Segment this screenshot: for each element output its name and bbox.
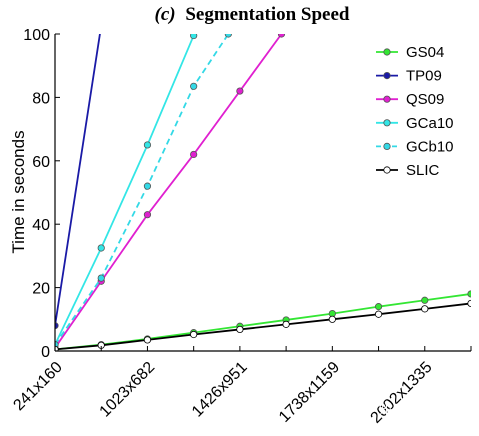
x-tick-label: 1023x682	[97, 359, 159, 421]
x-tick-label: 1426x951	[189, 359, 251, 421]
series-line-qs09	[55, 34, 283, 349]
series-point-qs09	[190, 150, 198, 159]
series-point-gcb10	[224, 34, 232, 38]
y-tick-label: 80	[32, 90, 50, 107]
legend-marker-gca10	[383, 119, 391, 127]
series-line-slic	[55, 302, 471, 351]
series-point-slic	[374, 310, 383, 318]
chart-title-prefix: (c)	[155, 4, 176, 25]
series-point-slic	[328, 315, 336, 323]
series-point-slic	[55, 345, 59, 351]
legend-label-qs09: QS09	[406, 91, 444, 108]
series-point-tp09	[55, 322, 59, 330]
y-tick-label: 60	[32, 154, 50, 171]
series-point-gca10	[97, 244, 105, 252]
y-tick-label: 20	[32, 281, 50, 298]
legend-marker-gcb10	[383, 142, 391, 150]
legend-label-slic: SLIC	[406, 162, 440, 179]
series-point-gcb10	[190, 82, 198, 90]
series-point-slic	[421, 305, 429, 313]
series-line-gs04	[55, 293, 471, 351]
chart-title: (c) Segmentation Speed	[155, 4, 350, 25]
chart-title-text: Segmentation Speed	[185, 4, 350, 25]
series-point-gs04	[374, 303, 383, 311]
series-line-gca10	[55, 35, 195, 346]
watermark-text: 知乎 @闫武许	[379, 402, 461, 418]
y-tick-label: 40	[32, 217, 50, 234]
series-point-slic	[467, 299, 471, 308]
legend-marker-slic	[383, 166, 391, 174]
legend-marker-qs09	[383, 95, 391, 103]
x-tick-label: 241x160	[10, 359, 66, 415]
y-axis-label: Time in seconds	[9, 130, 28, 253]
series-point-gs04	[467, 290, 471, 298]
series-point-gs04	[421, 296, 429, 304]
y-tick-label: 100	[23, 27, 50, 44]
series-line-gcb10	[55, 34, 230, 346]
series-point-slic	[282, 320, 290, 328]
x-tick-label: 1738x1159	[276, 359, 343, 426]
legend-marker-tp09	[383, 72, 391, 80]
series-point-gcb10	[97, 274, 105, 282]
series-point-qs09	[143, 211, 152, 219]
series-point-gca10	[190, 34, 198, 40]
legend-label-gcb10: GCb10	[406, 138, 454, 155]
legend-label-tp09: TP09	[406, 68, 442, 85]
series-point-slic	[190, 330, 198, 339]
legend: GS04 TP09 QS09 GCa10 GCb10 SLIC	[376, 44, 454, 179]
series-point-qs09	[236, 87, 244, 95]
series-point-qs09	[277, 34, 286, 38]
legend-label-gs04: GS04	[406, 44, 444, 61]
series-point-slic	[236, 325, 244, 334]
legend-marker-gs04	[383, 48, 391, 56]
axes-layer: 0 20 40 60 80 100 241x160 1023x682 1426x951 1738x…	[10, 27, 472, 427]
series-line-tp09	[55, 34, 101, 326]
series-point-gca10	[143, 141, 152, 149]
legend-label-gca10: GCa10	[406, 115, 454, 132]
series-layer	[55, 34, 471, 351]
series-point-gcb10	[143, 182, 152, 190]
series-point-slic	[143, 336, 152, 344]
y-tick-label: 0	[41, 344, 50, 361]
